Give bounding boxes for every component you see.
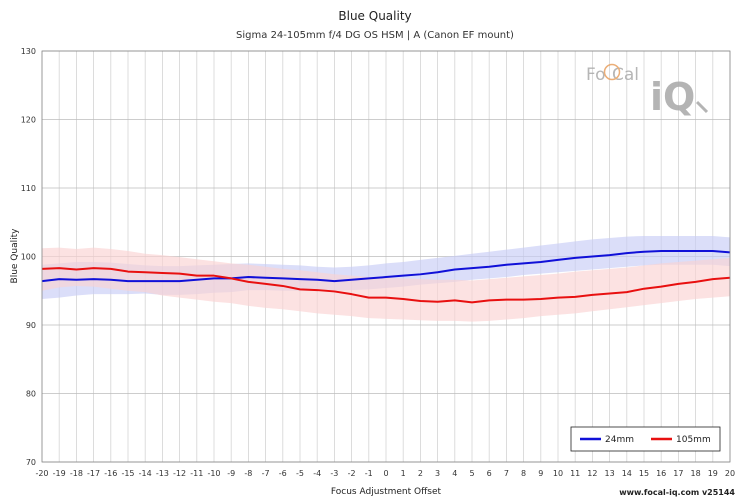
legend-label-24mm: 24mm (605, 435, 634, 445)
x-tick-label: -1 (365, 469, 373, 478)
x-tick-label: -17 (87, 469, 100, 478)
chart-title: Blue Quality (338, 9, 411, 23)
y-tick-label: 70 (26, 458, 36, 467)
x-tick-label: -20 (35, 469, 48, 478)
plot-frame (41, 50, 731, 463)
series-line-105mm (41, 267, 731, 304)
logo-text-iq: iQ (650, 75, 695, 119)
x-tick-label: 0 (383, 469, 388, 478)
y-axis-label: Blue Quality (10, 228, 20, 284)
x-tick-label: -12 (173, 469, 186, 478)
x-tick-label: 12 (587, 469, 597, 478)
x-tick-label: 4 (452, 469, 457, 478)
x-tick-label: -9 (227, 469, 235, 478)
logo-text-cal: Cal (612, 65, 639, 85)
x-tick-label: 7 (504, 469, 509, 478)
logo-magnifier-icon (695, 100, 709, 114)
x-tick-label: 17 (673, 469, 683, 478)
x-tick-label: -10 (207, 469, 220, 478)
focal-iq-logo: Fo Cal iQ (586, 63, 709, 119)
confidence-band-105mm (42, 247, 730, 322)
x-tick-label: -5 (296, 469, 304, 478)
x-tick-label: 9 (538, 469, 543, 478)
legend: 24mm 105mm (570, 426, 721, 452)
x-tick-label: -15 (121, 469, 134, 478)
legend-label-105mm: 105mm (676, 435, 711, 445)
x-tick-label: 15 (639, 469, 649, 478)
x-tick-label: -11 (190, 469, 203, 478)
y-tick-label: 130 (21, 47, 36, 56)
x-tick-label: 3 (435, 469, 440, 478)
x-tick-label: 19 (708, 469, 718, 478)
y-tick-label: 90 (26, 321, 36, 330)
x-tick-label: -19 (53, 469, 66, 478)
x-tick-label: 6 (487, 469, 492, 478)
logo-text-fo: Fo (586, 65, 606, 85)
x-tick-label: -13 (156, 469, 169, 478)
x-tick-label: -8 (244, 469, 252, 478)
y-tick-label: 80 (26, 390, 36, 399)
x-tick-label: -7 (262, 469, 270, 478)
x-tick-label: 18 (691, 469, 701, 478)
x-tick-label: -18 (70, 469, 83, 478)
x-tick-label: -2 (348, 469, 356, 478)
x-tick-label: 16 (656, 469, 666, 478)
x-tick-label: 20 (725, 469, 735, 478)
y-tick-label: 120 (21, 116, 36, 125)
series-line-24mm (41, 250, 731, 283)
logo-ring-icon (603, 63, 621, 81)
x-tick-label: 8 (521, 469, 526, 478)
x-tick-label: 1 (401, 469, 406, 478)
x-tick-label: -6 (279, 469, 287, 478)
x-tick-label: 14 (622, 469, 632, 478)
chart-subtitle: Sigma 24-105mm f/4 DG OS HSM | A (Canon … (236, 30, 514, 41)
tick-labels: -20 -19 -18 -17 -16 -15 -14 -13 -12 -11 -10 -9 -8 -7-… (21, 47, 735, 478)
footer-url: www.focal-iq.com v25144 (619, 488, 735, 497)
x-tick-label: -4 (313, 469, 321, 478)
x-tick-label: -16 (104, 469, 117, 478)
x-tick-label: 10 (553, 469, 563, 478)
x-tick-label: 5 (469, 469, 474, 478)
y-tick-label: 110 (21, 184, 36, 193)
x-tick-label: 11 (570, 469, 580, 478)
confidence-bands (42, 235, 730, 322)
y-tick-label: 100 (21, 253, 36, 262)
series-lines (41, 250, 731, 304)
x-tick-label: -14 (139, 469, 152, 478)
x-tick-label: -3 (330, 469, 338, 478)
x-tick-label: 13 (605, 469, 615, 478)
x-tick-label: 2 (418, 469, 423, 478)
x-axis-label: Focus Adjustment Offset (331, 487, 442, 497)
